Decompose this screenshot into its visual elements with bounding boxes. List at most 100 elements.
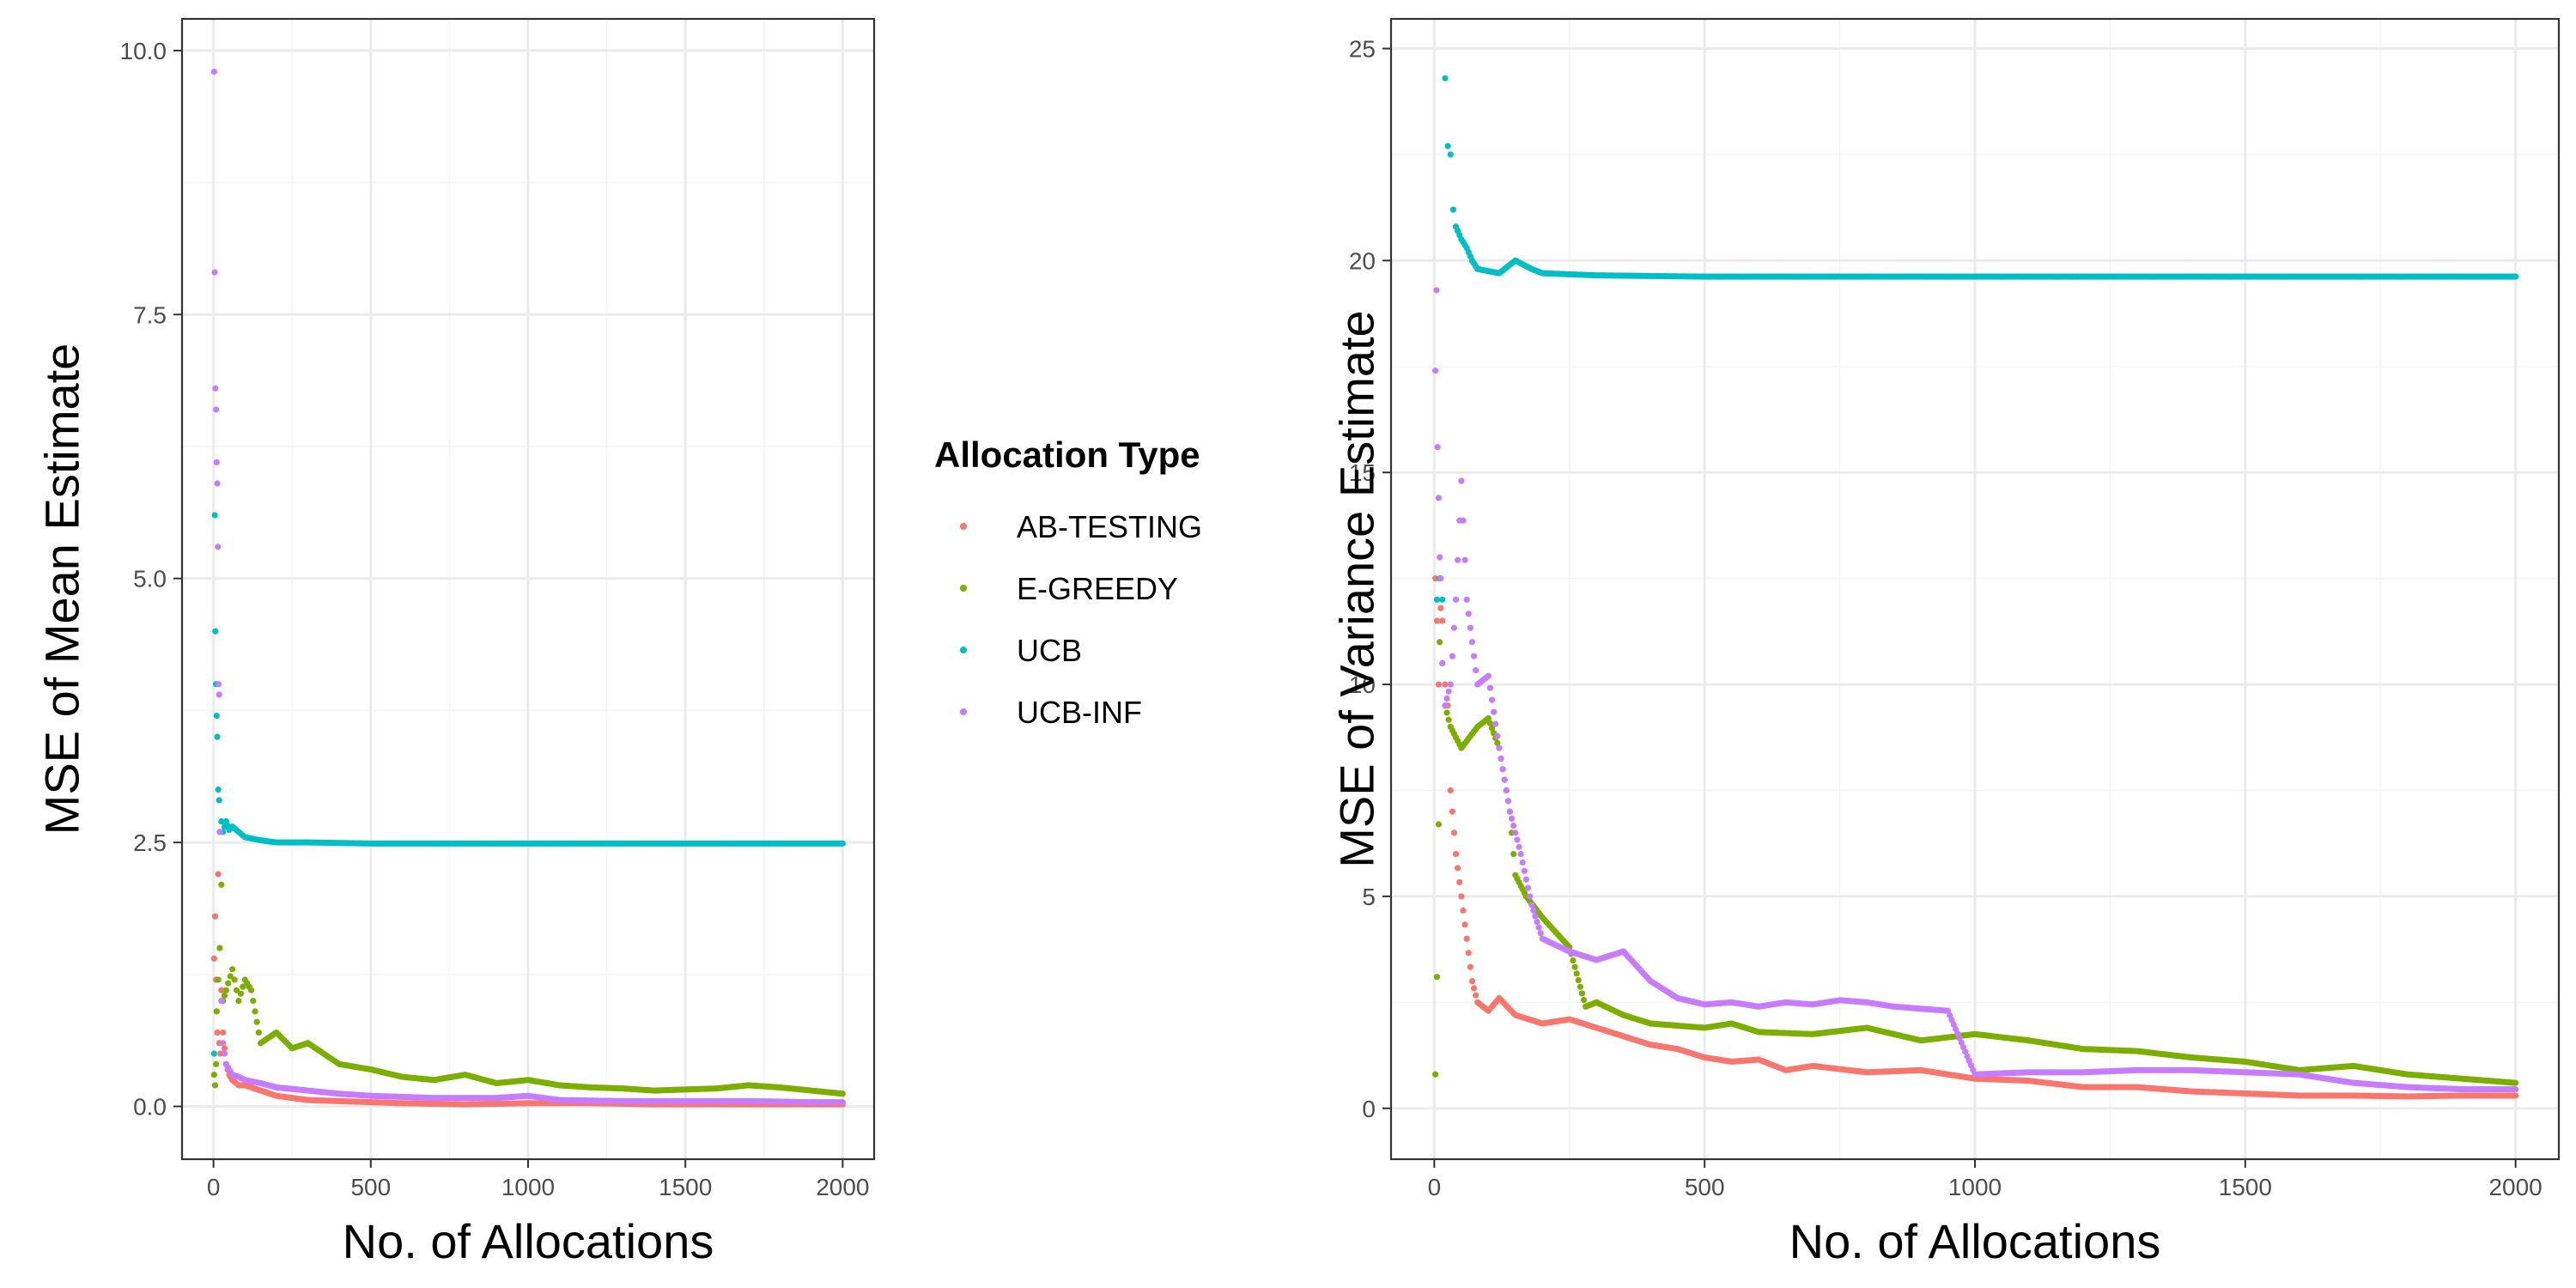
data-point — [216, 691, 222, 698]
data-point — [1450, 829, 1458, 836]
data-point — [215, 871, 222, 878]
y-tick-label: 10.0 — [120, 38, 167, 64]
data-point — [248, 987, 255, 993]
x-tick-label: 0 — [1428, 1174, 1442, 1200]
legend-key-ab-testing — [960, 523, 967, 530]
data-point — [1434, 444, 1441, 451]
legend-entry: UCB-INF — [960, 695, 1142, 730]
series-ucb — [1433, 75, 2519, 603]
y-tick-label: 20 — [1349, 247, 1376, 274]
data-point — [1447, 681, 1454, 688]
data-point — [1535, 924, 1542, 931]
data-point — [227, 973, 234, 980]
data-point — [222, 987, 229, 993]
data-point — [212, 406, 220, 413]
x-tick-label: 2000 — [2488, 1174, 2542, 1200]
y-tick-label: 15 — [1349, 459, 1376, 486]
data-point — [1468, 639, 1476, 646]
data-point — [1492, 720, 1499, 727]
data-point — [1512, 829, 1519, 836]
data-point — [1485, 714, 1492, 722]
data-point — [210, 1072, 217, 1078]
series-ab-testing — [1432, 575, 2519, 1100]
data-point — [1473, 992, 1479, 999]
data-point — [215, 976, 222, 983]
legend-title: Allocation Type — [934, 434, 1200, 475]
data-point — [1445, 716, 1452, 723]
data-point — [220, 1040, 227, 1047]
data-point — [221, 992, 228, 999]
data-point — [1532, 913, 1539, 920]
data-point — [1435, 681, 1443, 688]
x-tick-label: 500 — [350, 1174, 391, 1200]
data-point — [1442, 681, 1449, 688]
data-point — [1503, 787, 1510, 794]
data-point — [1444, 143, 1451, 149]
data-point — [1433, 617, 1441, 624]
data-point — [1516, 843, 1522, 850]
data-point — [218, 997, 225, 1005]
data-point — [2512, 1092, 2519, 1099]
data-point — [839, 840, 846, 847]
data-point — [1488, 725, 1496, 732]
data-point — [1458, 893, 1465, 900]
data-point — [1442, 702, 1449, 709]
data-point — [215, 787, 222, 793]
data-point — [1437, 605, 1444, 611]
data-point — [210, 955, 217, 962]
legend-entry: AB-TESTING — [960, 509, 1202, 544]
series-ucb — [210, 512, 846, 1057]
data-point — [211, 1082, 219, 1089]
data-point — [1449, 653, 1455, 659]
allocation-type-legend: Allocation Type AB-TESTING E-GREEDY UCB … — [934, 434, 1202, 730]
data-point — [2512, 1079, 2519, 1086]
y-tick-label: 0 — [1362, 1096, 1376, 1122]
data-point — [1470, 985, 1478, 992]
data-point — [231, 976, 238, 983]
data-point — [1449, 808, 1455, 815]
data-point — [215, 544, 222, 550]
data-point — [1519, 859, 1526, 866]
data-point — [1460, 907, 1467, 914]
data-point — [1494, 739, 1501, 746]
y-tick-label: 10 — [1349, 671, 1376, 698]
legend-label-ucb-inf: UCB-INF — [1017, 695, 1142, 730]
data-point — [1571, 963, 1578, 970]
data-point — [1537, 930, 1544, 937]
data-point — [216, 829, 223, 835]
data-point — [1504, 798, 1512, 805]
data-point — [1452, 850, 1460, 858]
data-point — [218, 881, 225, 888]
data-point — [1470, 653, 1478, 659]
data-point — [1461, 921, 1468, 928]
data-point — [252, 1008, 258, 1015]
data-point — [214, 1029, 221, 1036]
data-point — [839, 1099, 846, 1106]
y-tick-label: 5.0 — [133, 566, 167, 592]
legend-key-ucb — [960, 647, 967, 653]
data-point — [233, 987, 240, 993]
data-point — [1433, 596, 1441, 603]
data-point — [1521, 867, 1528, 874]
data-point — [839, 1091, 846, 1097]
data-point — [211, 269, 218, 276]
data-point — [1468, 978, 1476, 985]
x-tick-label: 500 — [1685, 1174, 1725, 1200]
y-tick-label: 25 — [1349, 36, 1376, 63]
data-point — [1456, 878, 1463, 886]
data-point — [1439, 596, 1446, 603]
data-point — [1447, 787, 1454, 794]
data-point — [1432, 575, 1439, 582]
x-tick-label: 1500 — [2219, 1174, 2272, 1200]
data-point — [1445, 688, 1452, 695]
series-ucb-inf — [1432, 287, 2519, 1093]
data-point — [1435, 495, 1443, 501]
data-point — [1439, 659, 1446, 666]
y-axis-title: MSE of Variance Estimate — [1330, 310, 1384, 867]
data-point — [2512, 273, 2519, 280]
data-point — [1463, 935, 1470, 942]
data-point — [1528, 902, 1535, 908]
data-point — [1580, 996, 1588, 1004]
y-tick-label: 5 — [1362, 884, 1376, 910]
